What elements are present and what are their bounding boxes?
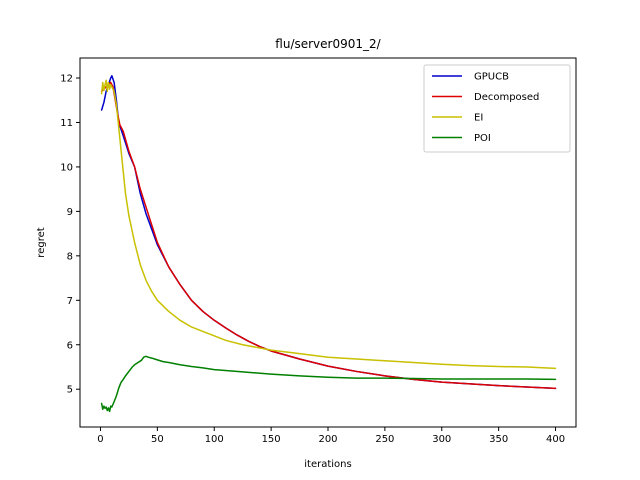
legend: GPUCB Decomposed EI POI [423, 64, 571, 153]
x-tick-label: 250 [375, 434, 394, 445]
x-tick-label: 300 [432, 434, 451, 445]
legend-label-gpucb: GPUCB [474, 72, 509, 83]
x-tick-label: 0 [97, 434, 103, 445]
x-tick-label: 50 [151, 434, 164, 445]
chart-title: flu/server0901_2/ [275, 37, 381, 51]
legend-box [423, 64, 571, 153]
ticks-layer: 0 50 100 150 200 250 300 350 400 5 6 7 8 9 10 11 12 [60, 74, 565, 445]
y-axis-label: regret [36, 227, 47, 257]
x-tick-label: 350 [489, 434, 508, 445]
series-line-poi [100, 355, 557, 413]
series-line-ei [100, 79, 557, 370]
series-layer [100, 75, 557, 413]
x-axis-label: iterations [304, 459, 351, 470]
y-tick-label: 11 [60, 118, 73, 129]
y-tick-label: 5 [67, 385, 73, 396]
y-tick-label: 7 [67, 296, 73, 307]
x-tick-label: 100 [205, 434, 224, 445]
y-tick-label: 10 [60, 162, 73, 173]
x-tick-label: 400 [546, 434, 565, 445]
x-tick-label: 200 [318, 434, 337, 445]
x-tick-label: 150 [262, 434, 281, 445]
plot-frame [79, 57, 577, 428]
y-tick-label: 9 [67, 207, 73, 218]
y-tick-label: 8 [67, 251, 73, 262]
legend-label-ei: EI [474, 113, 483, 124]
y-tick-label: 6 [67, 340, 73, 351]
y-tick-label: 12 [60, 74, 73, 85]
legend-label-decomposed: Decomposed [474, 92, 539, 103]
legend-label-poi: POI [474, 133, 491, 144]
